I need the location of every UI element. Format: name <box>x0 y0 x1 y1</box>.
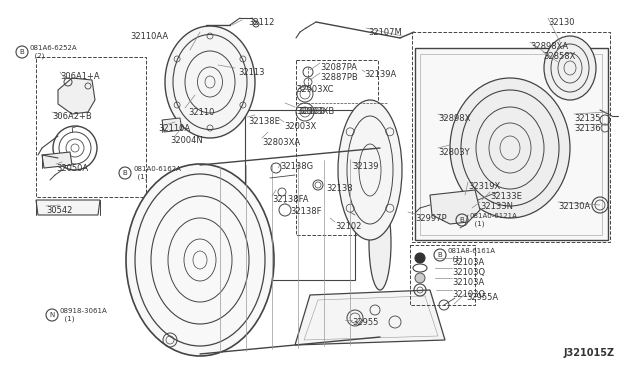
Text: 32103Q: 32103Q <box>452 268 485 277</box>
Text: 306A2+B: 306A2+B <box>52 112 92 121</box>
Text: 32955A: 32955A <box>466 293 498 302</box>
Text: 32100: 32100 <box>298 107 324 116</box>
Text: 32138FA: 32138FA <box>272 195 308 204</box>
Circle shape <box>415 253 425 263</box>
Text: 32319X: 32319X <box>468 182 500 191</box>
Polygon shape <box>162 118 182 132</box>
Text: 08918-3061A
  (1): 08918-3061A (1) <box>60 308 108 322</box>
Text: 32133N: 32133N <box>480 202 513 211</box>
Text: B: B <box>460 217 465 223</box>
Text: 32003X: 32003X <box>284 122 316 131</box>
Polygon shape <box>42 152 72 168</box>
Text: 32803XA: 32803XA <box>262 138 300 147</box>
Text: 32004N: 32004N <box>170 136 203 145</box>
Text: 32898X: 32898X <box>438 114 470 123</box>
Text: 32997P: 32997P <box>415 214 447 223</box>
Text: N: N <box>49 312 54 318</box>
Text: 32130: 32130 <box>548 18 575 27</box>
Text: 32803Y: 32803Y <box>438 148 470 157</box>
Bar <box>296 60 378 235</box>
Text: 32102: 32102 <box>335 222 362 231</box>
Text: 32138: 32138 <box>326 184 353 193</box>
Ellipse shape <box>369 196 391 290</box>
Ellipse shape <box>338 100 402 240</box>
Bar <box>410 245 475 305</box>
Text: 32130A: 32130A <box>558 202 590 211</box>
Ellipse shape <box>126 164 274 356</box>
Bar <box>412 32 610 242</box>
Text: 32135: 32135 <box>574 114 600 123</box>
Text: 32138E: 32138E <box>248 117 280 126</box>
Text: 081A8-6161A
  (1): 081A8-6161A (1) <box>448 248 496 262</box>
Polygon shape <box>415 48 608 240</box>
Ellipse shape <box>165 26 255 138</box>
Polygon shape <box>36 200 100 215</box>
Text: 32803XB: 32803XB <box>296 107 334 116</box>
Text: 32113: 32113 <box>238 68 264 77</box>
Text: 32103A: 32103A <box>452 258 484 267</box>
Text: 32087PA: 32087PA <box>320 63 357 72</box>
Text: 32050A: 32050A <box>56 164 88 173</box>
Polygon shape <box>295 290 445 345</box>
Text: B: B <box>438 252 442 258</box>
Circle shape <box>415 273 425 283</box>
Text: 32955: 32955 <box>352 318 378 327</box>
Text: 081A6-6252A
  (2): 081A6-6252A (2) <box>30 45 77 59</box>
Bar <box>245 110 355 280</box>
Text: 32110AA: 32110AA <box>130 32 168 41</box>
Text: 32858X: 32858X <box>543 52 575 61</box>
Ellipse shape <box>450 78 570 218</box>
Text: 32139: 32139 <box>352 162 378 171</box>
Text: B: B <box>123 170 127 176</box>
Text: 32903XC: 32903XC <box>296 85 333 94</box>
Text: J321015Z: J321015Z <box>564 348 615 358</box>
Text: 306A1+A: 306A1+A <box>60 72 100 81</box>
Polygon shape <box>430 190 480 224</box>
Text: 32139A: 32139A <box>364 70 396 79</box>
Polygon shape <box>58 78 95 114</box>
Text: 081A0-6162A
  (1): 081A0-6162A (1) <box>133 166 181 180</box>
Text: 32103A: 32103A <box>452 278 484 287</box>
Text: 32133E: 32133E <box>490 192 522 201</box>
Ellipse shape <box>544 36 596 100</box>
Text: 32103Q: 32103Q <box>452 290 485 299</box>
Text: 32110A: 32110A <box>158 124 190 133</box>
Text: 30542: 30542 <box>46 206 72 215</box>
Bar <box>36 57 146 197</box>
Text: 32138F: 32138F <box>290 207 321 216</box>
Text: 32112: 32112 <box>248 18 275 27</box>
Text: B: B <box>20 49 24 55</box>
Text: 32138G: 32138G <box>280 162 313 171</box>
Text: 32110: 32110 <box>188 108 214 117</box>
Text: 32887PB: 32887PB <box>320 73 358 82</box>
Text: 32136: 32136 <box>574 124 600 133</box>
Text: 32107M: 32107M <box>368 28 402 37</box>
Text: 32898XA: 32898XA <box>530 42 568 51</box>
Text: 081A0-6121A
  (1): 081A0-6121A (1) <box>470 213 518 227</box>
